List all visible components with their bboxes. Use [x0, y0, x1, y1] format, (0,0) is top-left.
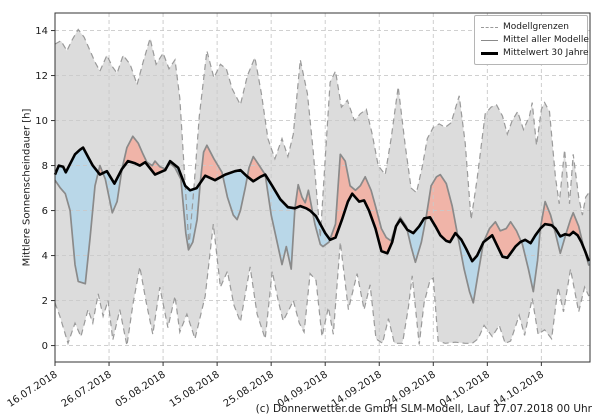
y-tick-label: 2 [42, 296, 48, 307]
y-tick-label: 12 [35, 71, 48, 82]
copyright-caption: (c) Donnerwetter.de GmbH SLM-Modell, Lau… [255, 403, 592, 415]
x-tick-label: 16.07.2018 [6, 369, 60, 409]
above-normal-area [200, 146, 223, 183]
model-mean-line [54, 135, 590, 304]
legend-label: Modellgrenzen [503, 22, 569, 32]
legend-box: Modellgrenzen Mittel aller Modelle Mitte… [474, 15, 589, 65]
y-tick-label: 8 [42, 161, 48, 172]
below-normal-area [406, 218, 426, 261]
gray-line-icon [481, 39, 498, 41]
y-tick-label: 10 [35, 116, 48, 127]
below-normal-area [265, 174, 295, 267]
below-normal-area [457, 235, 484, 303]
plot-border [54, 12, 591, 363]
above-normal-area [483, 222, 522, 258]
black-line-icon [481, 51, 498, 55]
below-normal-area [312, 213, 330, 247]
above-normal-area [247, 157, 265, 181]
below-normal-area [55, 147, 99, 284]
legend-label: Mittelwert 30 Jahre [503, 48, 589, 58]
above-normal-area [330, 154, 407, 254]
model-spread-band [55, 30, 590, 345]
x-tick-label: 26.07.2018 [60, 369, 114, 409]
x-tick-label: 15.08.2018 [168, 369, 222, 409]
y-tick-label: 4 [42, 251, 48, 262]
x-tick-label: 05.08.2018 [114, 369, 168, 409]
climate-mean-line [53, 146, 591, 263]
dashed-line-icon [481, 26, 498, 28]
y-tick-label: 14 [35, 26, 48, 37]
above-normal-area [425, 174, 458, 242]
model-lower-boundary-line [54, 224, 590, 346]
above-normal-area [540, 202, 554, 229]
y-axis-title: Mittlere Sonnenscheindauer [h] [21, 108, 33, 267]
above-normal-area [122, 136, 167, 175]
legend-label: Mittel aller Modelle [503, 35, 589, 45]
y-tick-label: 6 [42, 206, 48, 217]
legend-item-model-mean: Mittel aller Modelle [481, 34, 589, 46]
y-tick-label: 0 [42, 341, 48, 352]
below-normal-area [222, 170, 248, 219]
model-upper-boundary-line [54, 28, 590, 247]
legend-item-model-bounds: Modellgrenzen [481, 21, 582, 33]
legend-item-climate-mean: Mittelwert 30 Jahre [481, 47, 589, 59]
